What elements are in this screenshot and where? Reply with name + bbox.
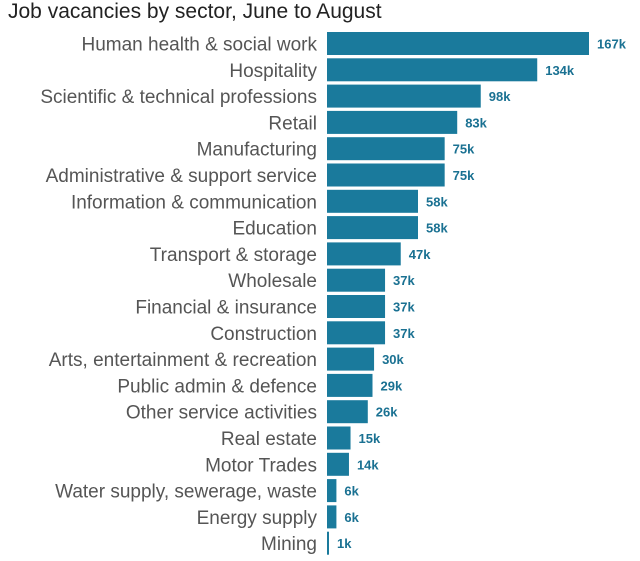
category-label: Construction bbox=[210, 324, 317, 345]
bar bbox=[327, 189, 418, 213]
bar bbox=[327, 84, 481, 108]
bar bbox=[327, 400, 368, 424]
category-label: Manufacturing bbox=[197, 140, 317, 161]
bar bbox=[327, 321, 386, 345]
category-label: Human health & social work bbox=[82, 35, 318, 56]
value-label: 58k bbox=[426, 221, 448, 236]
value-label: 37k bbox=[393, 273, 415, 288]
bar bbox=[327, 32, 589, 55]
category-label: Arts, entertainment & recreation bbox=[49, 350, 317, 371]
value-label: 26k bbox=[376, 405, 398, 420]
bar bbox=[327, 110, 458, 134]
value-label: 15k bbox=[359, 431, 381, 446]
bar bbox=[327, 452, 349, 476]
bar bbox=[327, 479, 337, 503]
category-label: Hospitality bbox=[229, 61, 317, 82]
value-label: 37k bbox=[393, 300, 415, 315]
value-label: 6k bbox=[344, 510, 359, 525]
category-label: Scientific & technical professions bbox=[40, 87, 317, 108]
category-label: Real estate bbox=[221, 429, 317, 450]
value-label: 134k bbox=[545, 63, 575, 78]
value-label: 30k bbox=[382, 352, 404, 367]
category-label: Wholesale bbox=[228, 271, 317, 292]
value-label: 29k bbox=[380, 378, 402, 393]
bar bbox=[327, 531, 329, 555]
value-label: 14k bbox=[357, 457, 379, 472]
bar bbox=[327, 426, 351, 450]
value-label: 98k bbox=[489, 89, 511, 104]
value-label: 167k bbox=[597, 37, 627, 52]
bar bbox=[327, 242, 401, 266]
bar bbox=[327, 58, 538, 82]
value-label: 37k bbox=[393, 326, 415, 341]
category-label: Information & communication bbox=[71, 192, 317, 213]
bar bbox=[327, 137, 445, 161]
bar bbox=[327, 216, 418, 240]
bar bbox=[327, 505, 337, 529]
chart-title: Job vacancies by sector, June to August bbox=[8, 0, 382, 23]
category-label: Water supply, sewerage, waste bbox=[55, 482, 317, 503]
value-label: 47k bbox=[409, 247, 431, 262]
category-label: Mining bbox=[261, 534, 317, 555]
value-label: 75k bbox=[453, 168, 475, 183]
value-label: 6k bbox=[344, 484, 359, 499]
category-label: Energy supply bbox=[197, 508, 318, 529]
category-label: Transport & storage bbox=[150, 245, 317, 266]
value-label: 58k bbox=[426, 194, 448, 209]
value-label: 83k bbox=[465, 115, 487, 130]
value-label: 1k bbox=[337, 536, 352, 551]
bar bbox=[327, 347, 375, 371]
category-label: Education bbox=[232, 219, 317, 240]
bar bbox=[327, 295, 386, 318]
bar bbox=[327, 268, 386, 292]
category-label: Motor Trades bbox=[205, 455, 317, 476]
category-label: Financial & insurance bbox=[135, 298, 317, 319]
category-label: Public admin & defence bbox=[117, 376, 317, 397]
value-label: 75k bbox=[453, 142, 475, 157]
category-label: Administrative & support service bbox=[46, 166, 317, 187]
category-label: Retail bbox=[268, 113, 317, 134]
category-label: Other service activities bbox=[126, 403, 317, 424]
bar bbox=[327, 373, 373, 397]
bar bbox=[327, 163, 445, 187]
